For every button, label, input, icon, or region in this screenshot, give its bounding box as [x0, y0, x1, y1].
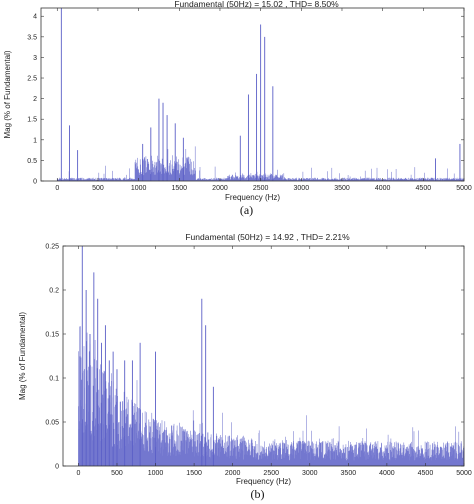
panel-b-x-tick-label: 2500 — [263, 470, 279, 477]
panel-a-x-tick-label: 5000 — [456, 185, 472, 192]
panel-b-x-tick-label: 2000 — [225, 470, 241, 477]
panel-a-y-tick-label: 2.5 — [27, 76, 37, 83]
panel-a-y-tick-label: 3.5 — [27, 34, 37, 41]
panel-b-noise-floor — [78, 326, 465, 466]
panel-a-x-tick-label: 0 — [55, 185, 59, 192]
panel-b-x-tick-label: 4500 — [418, 470, 434, 477]
panel-b-y-tick-label: 0.25 — [45, 244, 59, 251]
panel-b-x-tick-label: 0 — [76, 470, 80, 477]
panel-b-x-tick-label: 5000 — [456, 470, 472, 477]
panel-a-y-tick-label: 0 — [33, 179, 37, 186]
panel-b-plot-frame — [62, 245, 465, 467]
panel-a-plot-frame — [40, 7, 465, 182]
panel-a-y-tick-label: 0.5 — [27, 158, 37, 165]
panel-a-y-tick-label: 2 — [33, 96, 37, 103]
panel-b-y-axis-label: Mag (% of Fundamental) — [18, 312, 27, 400]
panel-a-x-tick-label: 3500 — [334, 185, 350, 192]
panel-a-x-axis-label: Frequency (Hz) — [225, 193, 280, 202]
panel-a-x-tick-label: 4000 — [375, 185, 391, 192]
panel-a-x-tick-label: 4500 — [416, 185, 432, 192]
panel-b-y-tick-label: 0.1 — [49, 376, 59, 383]
panel-a-label: (a) — [240, 203, 253, 217]
panel-a-x-tick-label: 500 — [92, 185, 104, 192]
panel-b-y-tick-label: 0.05 — [45, 420, 59, 427]
panel-b-x-tick-label: 1500 — [186, 470, 202, 477]
panel-a-y-tick-label: 3 — [33, 55, 37, 62]
panel-b-x-tick-label: 3500 — [341, 470, 357, 477]
panel-a-x-tick-label: 2500 — [253, 185, 269, 192]
panel-b-x-tick-label: 500 — [111, 470, 123, 477]
panel-b-x-tick-label: 3000 — [302, 470, 318, 477]
panel-a-y-tick-label: 1.5 — [27, 117, 37, 124]
panel-b-title: Fundamental (50Hz) = 14.92 , THD= 2.21% — [185, 232, 350, 242]
panel-a-x-tick-label: 1000 — [131, 185, 147, 192]
panel-b-x-tick-label: 1000 — [148, 470, 164, 477]
panel-a-x-tick-label: 3000 — [294, 185, 310, 192]
panel-b-y-tick-label: 0.15 — [45, 332, 59, 339]
panel-a-y-tick-label: 1 — [33, 137, 37, 144]
panel-b-y-tick-label: 0.2 — [49, 288, 59, 295]
panel-b-x-axis-label: Frequency (Hz) — [236, 477, 291, 486]
panel-b-label: (b) — [251, 487, 265, 501]
panel-a-x-tick-label: 1500 — [171, 185, 187, 192]
panel-a-y-axis-label: Mag (% of Fundamental) — [3, 50, 12, 138]
panel-b-x-tick-label: 4000 — [379, 470, 395, 477]
panel-a-x-tick-label: 2000 — [212, 185, 228, 192]
panel-b-y-tick-label: 0 — [55, 464, 59, 471]
panel-a-y-tick-label: 4 — [33, 14, 37, 21]
panel-a-title: Fundamental (50Hz) = 15.02 , THD= 8.50% — [174, 0, 339, 9]
